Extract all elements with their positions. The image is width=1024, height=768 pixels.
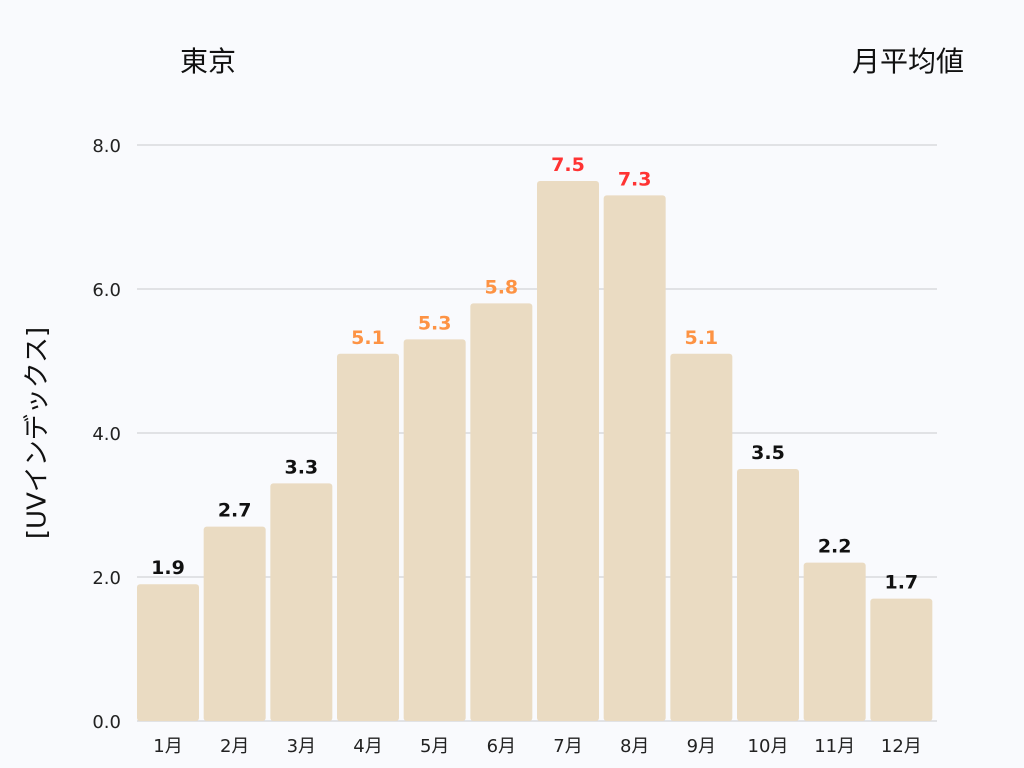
bar-5 [403,339,466,721]
y-tick-label: 2.0 [92,568,121,589]
data-label: 1.7 [884,572,918,594]
data-label: 5.8 [484,276,518,298]
data-label: 3.3 [284,456,318,478]
bar-8 [603,195,666,721]
x-tick-label: 2月 [220,736,249,757]
bar-11 [803,562,866,721]
bar-3 [270,483,333,721]
x-tick-label: 11月 [814,736,855,757]
data-label: 5.3 [418,312,452,334]
x-tick-label: 5月 [420,736,449,757]
bar-4 [337,353,399,721]
data-label: 2.7 [218,500,252,522]
y-tick-label: 8.0 [92,136,121,157]
data-label: 3.5 [751,442,785,464]
x-tick-label: 4月 [353,736,382,757]
x-tick-label: 6月 [487,736,516,757]
x-tick-label: 3月 [287,736,316,757]
y-tick-label: 0.0 [92,712,121,733]
x-tick-label: 8月 [620,736,649,757]
bar-12 [870,598,933,721]
data-label: 7.5 [551,154,585,176]
x-tick-label: 12月 [881,736,922,757]
bar-9 [670,353,733,721]
data-label: 7.3 [618,168,652,190]
y-tick-label: 4.0 [92,424,121,445]
bar-6 [470,303,533,721]
x-tick-label: 9月 [687,736,716,757]
data-label: 5.1 [351,327,385,349]
bar-7 [537,181,599,721]
data-label: 2.2 [818,536,852,558]
chart-title-right: 月平均値 [851,45,964,78]
data-label: 5.1 [684,327,718,349]
data-label: 1.9 [151,557,185,579]
bar-2 [203,526,266,721]
bar-10 [737,469,799,721]
x-tick-label: 7月 [553,736,582,757]
chart-title-left: 東京 [180,45,237,78]
x-tick-label: 10月 [748,736,789,757]
y-tick-label: 6.0 [92,280,121,301]
bar-1 [137,584,199,721]
x-tick-label: 1月 [153,736,182,757]
